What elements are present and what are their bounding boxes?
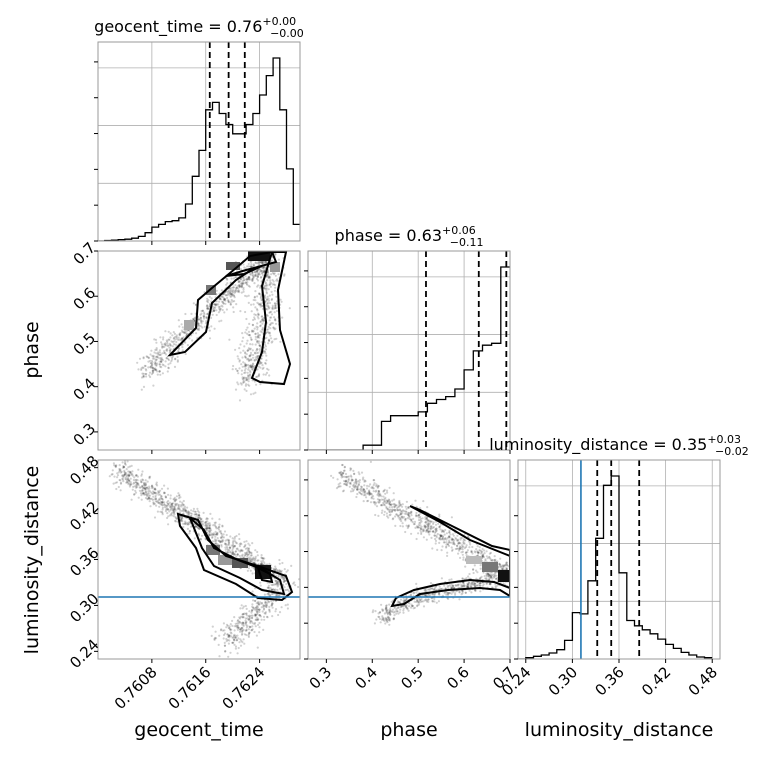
contour-line [250, 251, 292, 386]
y-tick-label: 0.24 [66, 636, 102, 672]
y-tick-label: 0.42 [66, 498, 102, 534]
x-axis-label: phase [380, 719, 437, 741]
panel-frame [307, 250, 511, 451]
diag-grid-geocent_time [98, 42, 300, 241]
x-tick-label: 0.7608 [111, 663, 161, 713]
x-tick-label: 0.5 [397, 663, 427, 693]
x-axis-label: geocent_time [134, 719, 263, 741]
x-tick-label: 0.4 [352, 663, 382, 693]
contour-line [256, 566, 274, 584]
contour-line [189, 517, 286, 596]
y-tick-label: 0.7 [70, 239, 100, 269]
y-tick-label: 0.30 [66, 590, 102, 626]
contour-line [390, 505, 510, 608]
y-tick-label: 0.6 [70, 284, 100, 314]
density-cell [226, 262, 240, 270]
density-cell [498, 570, 510, 582]
y-tick-label: 0.5 [70, 329, 100, 359]
panel-frame [97, 41, 301, 242]
x-tick-label: 0.36 [591, 663, 627, 699]
density-blocks-2-1 [466, 556, 510, 582]
scatter-cloud-2-0 [108, 460, 300, 658]
contour-line [225, 265, 263, 277]
y-tick-label: 0.36 [66, 544, 102, 580]
x-axis-label: luminosity_distance [525, 719, 714, 741]
marginal-title-geocent_time: geocent_time = 0.76+0.00 −0.00 [94, 15, 304, 40]
panel-frame [97, 459, 301, 660]
density-cell [248, 251, 270, 261]
density-cell [466, 556, 482, 564]
scatter-cloud-2-1 [330, 460, 510, 626]
y-tick-label: 0.3 [70, 420, 100, 450]
x-tick-label: 0.7624 [219, 663, 269, 713]
panel-frame [97, 250, 301, 451]
x-tick-label: 0.6 [443, 663, 473, 693]
contour-line [167, 251, 278, 357]
x-tick-label: 0.30 [545, 663, 581, 699]
density-cell [232, 558, 248, 568]
panel-frame [307, 459, 511, 660]
marginal-title-luminosity_distance: luminosity_distance = 0.35+0.03 −0.02 [489, 433, 749, 458]
histogram-geocent_time [98, 57, 300, 241]
density-cell [270, 262, 280, 272]
diag-grid-phase [308, 251, 510, 450]
y-tick-label: 0.48 [66, 452, 102, 488]
density-cell [206, 545, 220, 555]
x-tick-label: 0.42 [638, 663, 674, 699]
marginal-title-phase: phase = 0.63+0.06 −0.11 [335, 224, 484, 249]
histogram-phase [308, 266, 510, 450]
y-axis-label: phase [21, 321, 43, 378]
y-axis-label: luminosity_distance [21, 466, 43, 655]
x-tick-label: 0.3 [306, 663, 336, 693]
y-tick-label: 0.4 [70, 374, 100, 404]
histogram-luminosity_distance [518, 475, 713, 659]
density-cell [218, 555, 232, 565]
x-tick-label: 0.7616 [165, 663, 215, 713]
x-tick-label: 0.48 [685, 663, 721, 699]
density-cell [482, 562, 498, 572]
density-cell [184, 320, 194, 330]
